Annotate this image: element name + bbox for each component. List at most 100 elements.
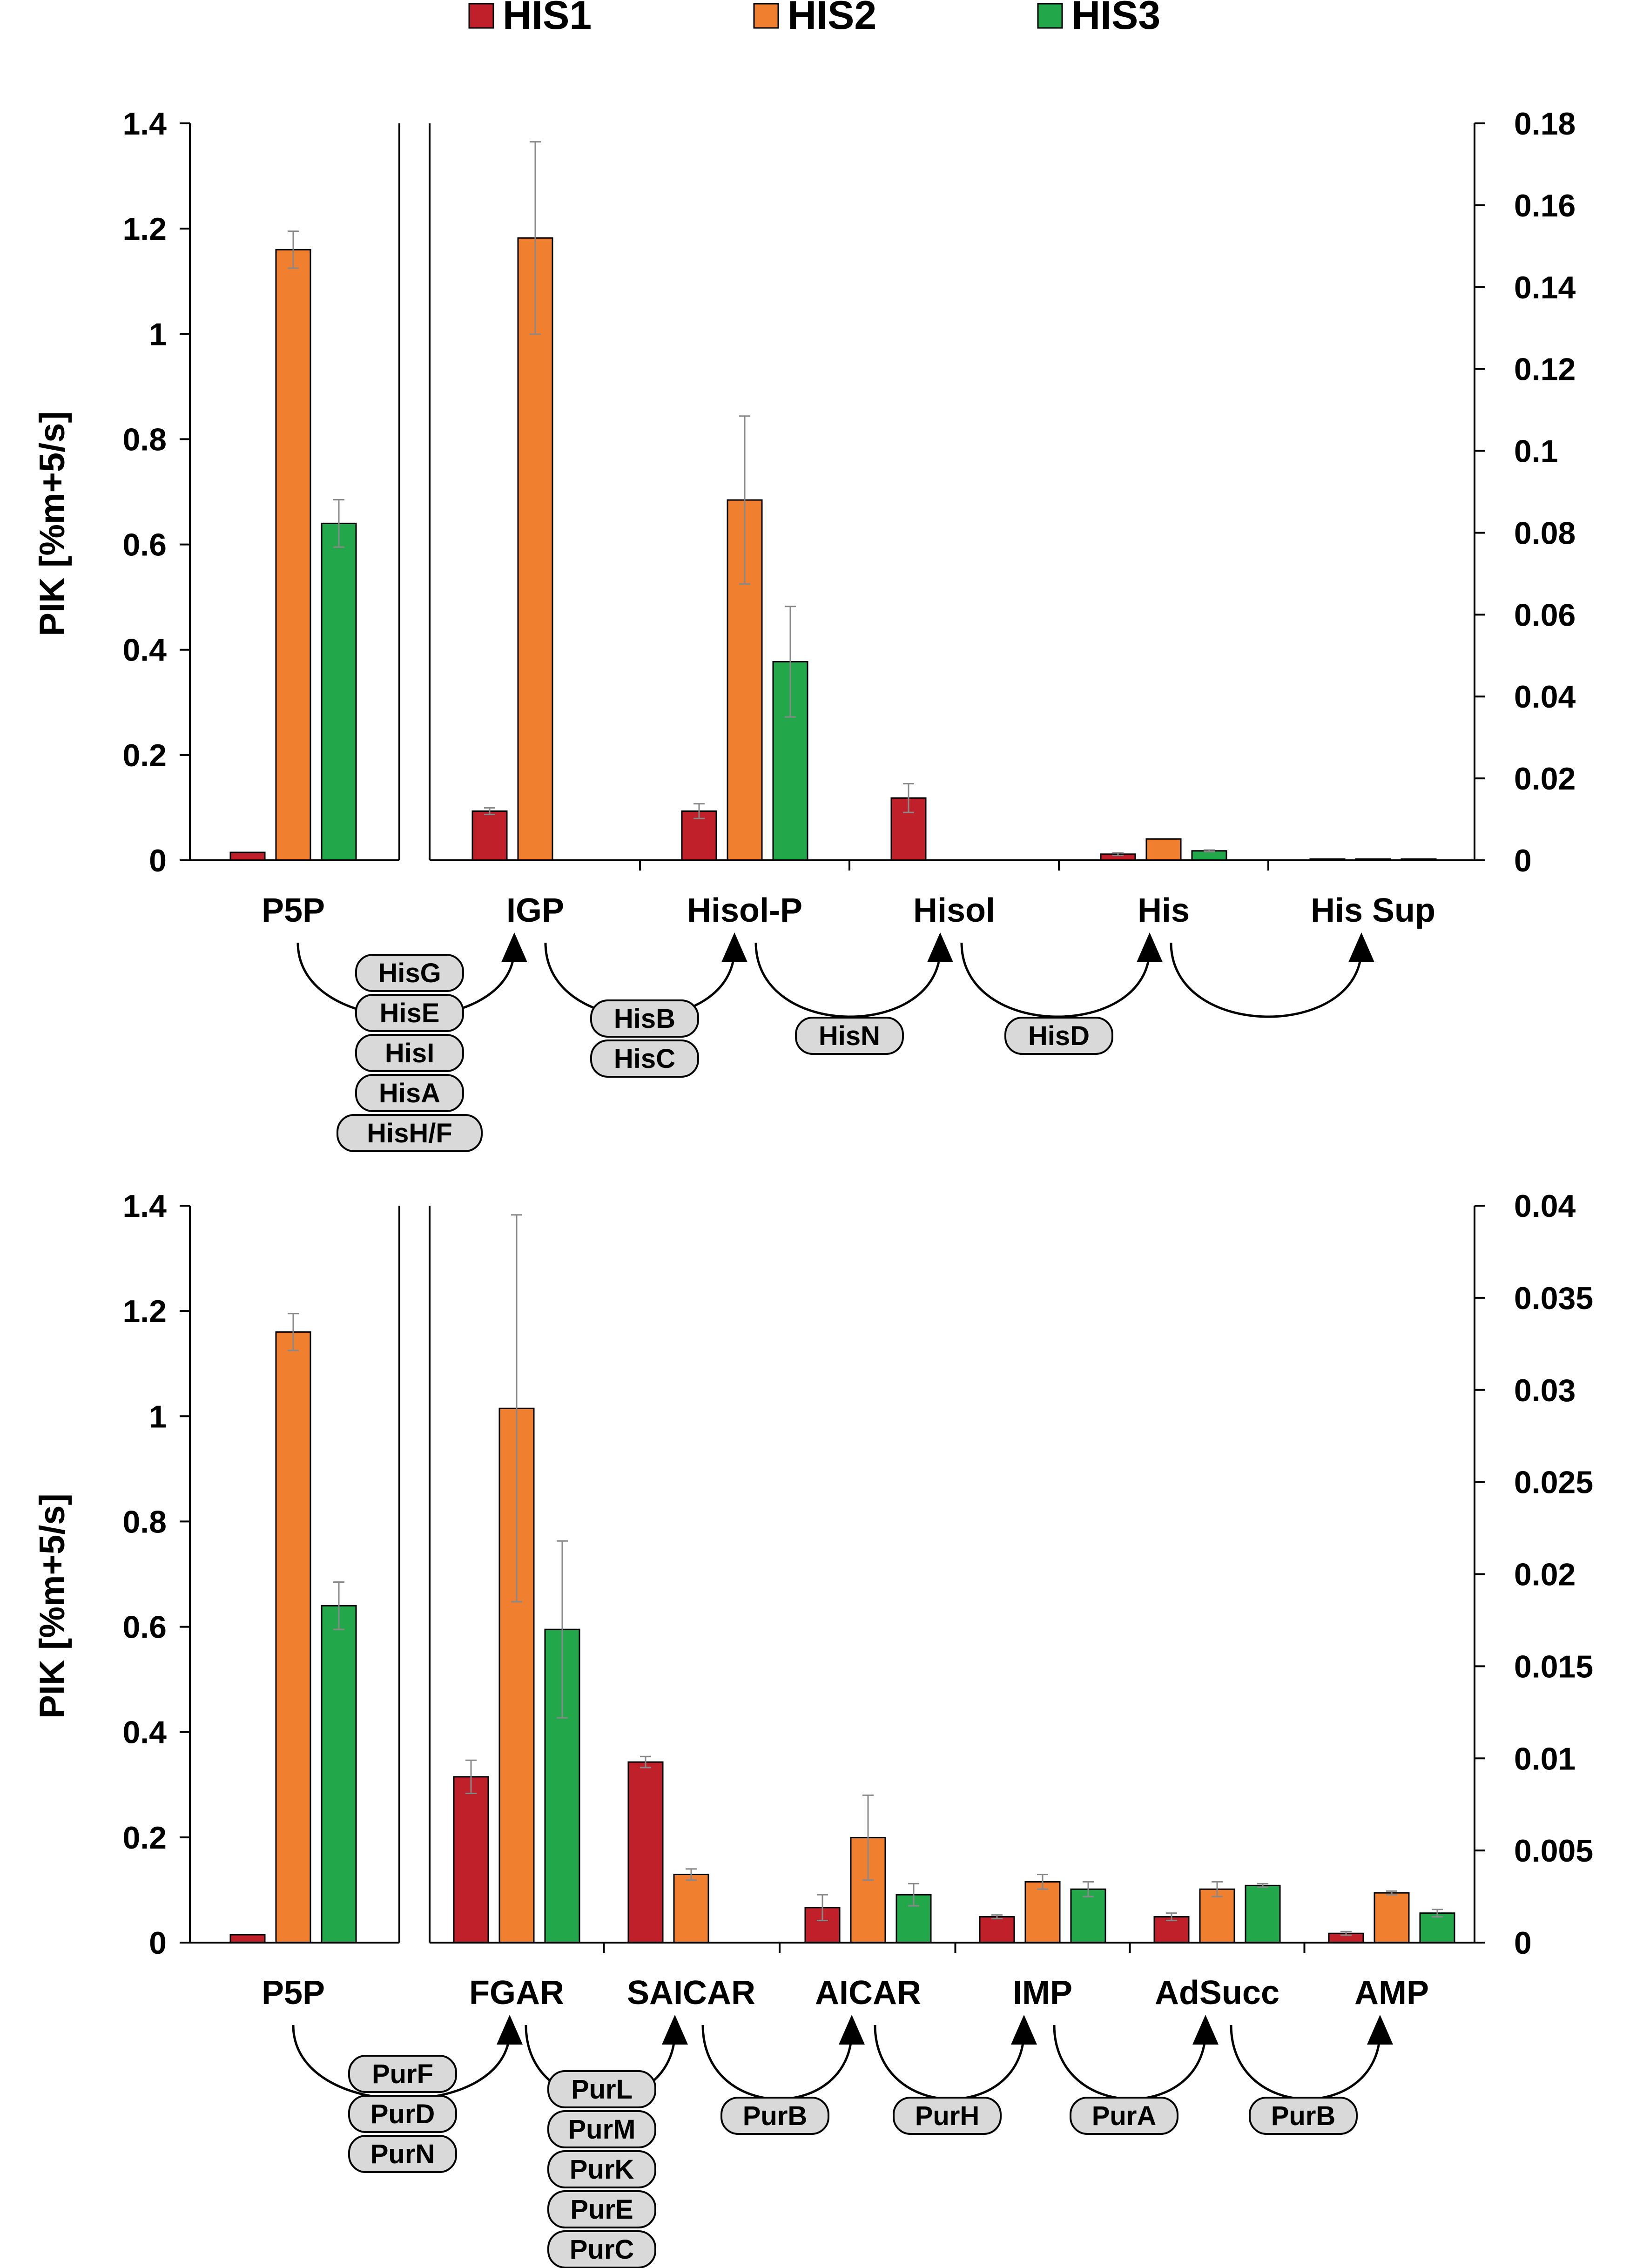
legend-swatch-his1 — [468, 3, 494, 29]
enzyme-box-purn — [348, 2135, 457, 2173]
category-label-fgar: FGAR — [469, 1974, 564, 2012]
enzyme-box-hisn — [795, 1017, 904, 1055]
enzyme-box-pure — [547, 2190, 656, 2228]
enzyme-label-purl: PurL — [571, 2074, 633, 2105]
bottom-panel-axes: 0 0.2 0.4 0.6 0.8 1 1.2 1.4 0 0.005 0.01 0.015 0.02 0… — [122, 1188, 1593, 2012]
bar-his3-p5p — [321, 1605, 357, 1944]
right-y-tick-label: 0 — [1514, 1925, 1532, 1961]
enzyme-label-hisa: HisA — [379, 1078, 440, 1108]
category-label-his: His — [1138, 892, 1190, 929]
enzyme-label-hisg: HisG — [378, 958, 441, 988]
pathway-arrow — [1053, 2025, 1207, 2100]
enzyme-label-hisi: HisI — [385, 1038, 434, 1068]
enzyme-box-purm — [547, 2110, 656, 2148]
top-panel-pathway: HisG HisE HisI HisA HisH/F HisB HisC HisN HisD — [296, 932, 1374, 1152]
bar-his2-amp — [1374, 1892, 1410, 1944]
bar-his3-p5p — [321, 522, 357, 861]
category-label-amp: AMP — [1354, 1974, 1429, 2012]
enzyme-label-purk: PurK — [570, 2154, 634, 2185]
enzyme-box-purk — [547, 2150, 656, 2188]
right-y-tick-label: 0.035 — [1514, 1281, 1593, 1316]
left-y-tick-label: 0 — [149, 1925, 167, 1961]
enzyme-label-purh: PurH — [915, 2101, 980, 2131]
enzyme-label-purd: PurD — [370, 2099, 435, 2129]
left-y-tick-label: 0.6 — [122, 1610, 167, 1645]
enzyme-label-pure: PurE — [570, 2194, 633, 2225]
right-y-tick-label: 0.16 — [1514, 188, 1576, 223]
top-panel-axes: 0 0.2 0.4 0.6 0.8 1 1.2 1.4 0 0.02 0.04 0.06 0.08 0.1… — [122, 106, 1576, 929]
bar-his3-adsucc — [1245, 1884, 1281, 1944]
bar-his2-p5p — [275, 249, 311, 861]
bar-his2-imp — [1024, 1881, 1061, 1944]
right-y-tick-label: 0.08 — [1514, 515, 1576, 551]
right-y-tick-label: 0.01 — [1514, 1741, 1576, 1776]
enzyme-label-hish-f: HisH/F — [367, 1118, 452, 1148]
enzyme-box-pura — [1070, 2097, 1178, 2135]
category-label-his-sup: His Sup — [1311, 892, 1435, 929]
enzyme-label-purc: PurC — [570, 2234, 634, 2265]
enzyme-label-hisd: HisD — [1028, 1021, 1090, 1051]
right-y-tick-label: 0.02 — [1514, 761, 1576, 796]
enzyme-label-purb: PurB — [743, 2101, 808, 2131]
top-panel-y-axis-label: PIK [%m+5/s] — [33, 411, 72, 636]
enzyme-box-purd — [348, 2095, 457, 2133]
left-y-tick-label: 0.2 — [122, 1820, 167, 1856]
right-y-tick-label: 0.12 — [1514, 352, 1576, 387]
pathway-arrow — [874, 2025, 1025, 2100]
enzyme-box-purc — [547, 2230, 656, 2268]
pathway-arrowhead — [662, 2015, 688, 2045]
enzyme-label-hisc: HisC — [614, 1044, 675, 1074]
category-label-saicar: SAICAR — [627, 1974, 755, 2012]
enzyme-box-hish-f — [337, 1114, 483, 1152]
enzyme-box-purb — [1249, 2097, 1358, 2135]
enzyme-label-pura: PurA — [1092, 2101, 1157, 2131]
bar-his3-amp — [1419, 1912, 1455, 1944]
category-label-p5p: P5P — [262, 1974, 325, 2012]
category-label-adsucc: AdSucc — [1155, 1974, 1279, 2012]
pathway-arrowhead — [721, 932, 747, 962]
enzyme-label-hise: HisE — [380, 998, 440, 1028]
right-y-tick-label: 0.03 — [1514, 1373, 1576, 1408]
right-y-tick-label: 0 — [1514, 843, 1532, 878]
enzyme-box-hisa — [355, 1074, 464, 1112]
enzyme-box-purb — [720, 2097, 829, 2135]
bar-his1-imp — [979, 1916, 1015, 1944]
pathway-arrow — [701, 2025, 853, 2100]
enzyme-box-purh — [893, 2097, 1002, 2135]
bar-his2-p5p — [275, 1331, 311, 1944]
left-y-tick-label: 0.6 — [122, 527, 167, 563]
bar-his1-p5p — [229, 1934, 266, 1944]
bottom-panel-bars — [229, 1214, 1455, 1944]
enzyme-box-hisg — [355, 954, 464, 992]
left-y-tick-label: 1.4 — [122, 1188, 167, 1224]
pathway-arrow — [1170, 942, 1363, 1018]
enzyme-box-purf — [348, 2055, 457, 2093]
legend-label-his2: HIS2 — [788, 0, 876, 38]
right-y-tick-label: 0.14 — [1514, 270, 1576, 305]
category-label-hisol: Hisol — [913, 892, 995, 929]
left-y-tick-label: 0.4 — [122, 1715, 167, 1750]
left-y-tick-label: 0 — [149, 843, 167, 878]
enzyme-label-purm: PurM — [568, 2114, 636, 2145]
pathway-arrowhead — [497, 2015, 523, 2045]
legend-label-his3: HIS3 — [1071, 0, 1160, 38]
enzyme-box-hisc — [590, 1040, 699, 1078]
bar-his2-his — [1145, 838, 1182, 861]
enzyme-label-purn: PurN — [370, 2139, 435, 2169]
right-y-tick-label: 0.06 — [1514, 597, 1576, 633]
pathway-arrowhead — [1192, 2015, 1219, 2045]
bar-his2-igp — [517, 237, 553, 861]
right-y-tick-label: 0.04 — [1514, 679, 1576, 715]
enzyme-box-hisi — [355, 1034, 464, 1072]
pathway-arrowhead — [927, 932, 953, 962]
category-label-igp: IGP — [506, 892, 564, 929]
bar-his2-adsucc — [1199, 1888, 1235, 1944]
left-y-tick-label: 0.8 — [122, 422, 167, 457]
pathway-arrowhead — [1011, 2015, 1037, 2045]
left-y-tick-label: 0.8 — [122, 1504, 167, 1539]
right-y-tick-label: 0.1 — [1514, 434, 1558, 469]
enzyme-box-hise — [355, 994, 464, 1032]
right-y-tick-label: 0.015 — [1514, 1649, 1593, 1684]
right-y-tick-label: 0.18 — [1514, 106, 1576, 142]
